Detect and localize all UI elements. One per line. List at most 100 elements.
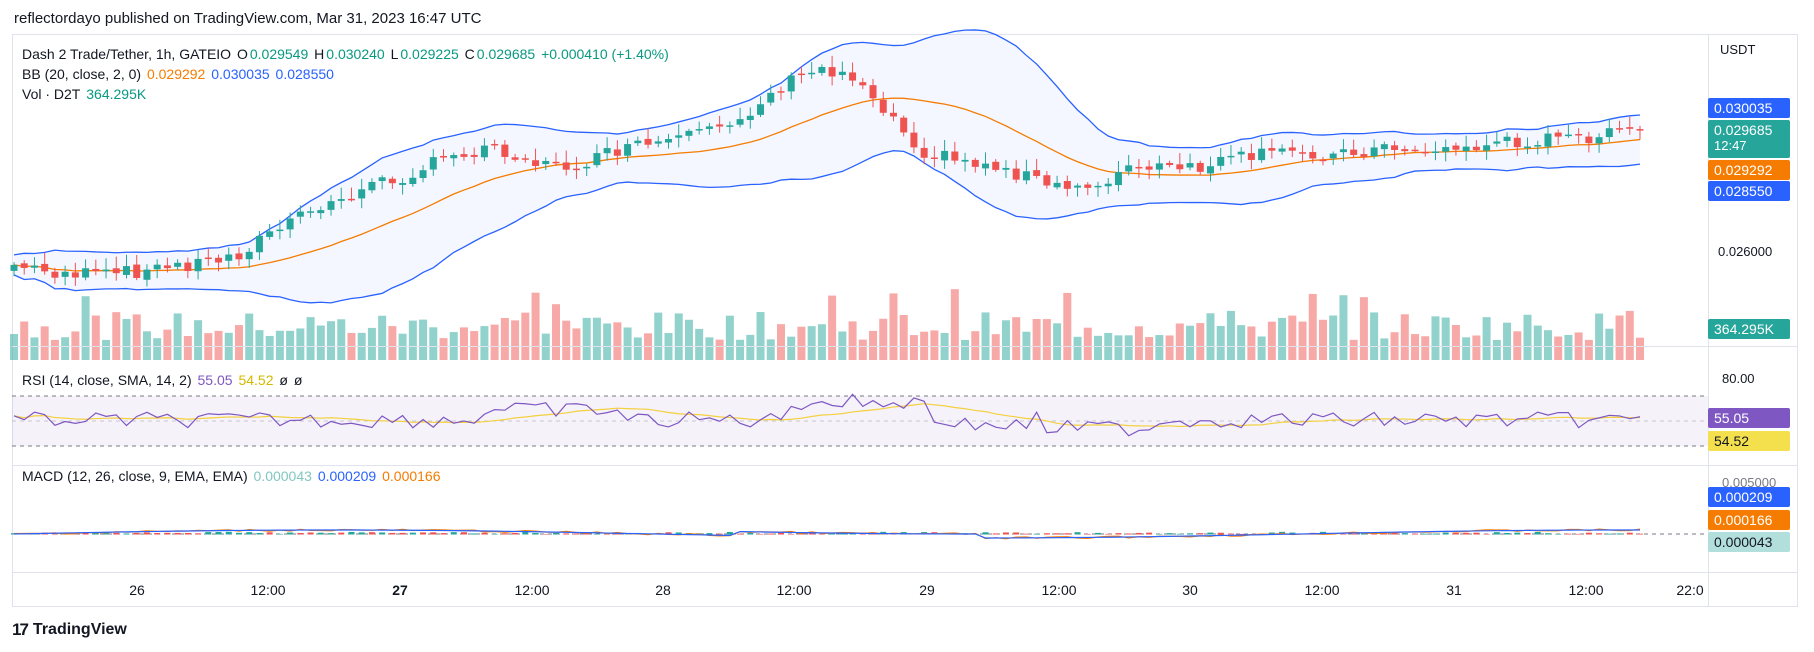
candle-body — [777, 91, 785, 93]
rsi-legend[interactable]: RSI (14, close, SMA, 14, 2) 55.05 54.52 … — [22, 372, 304, 388]
macd-hist-bar — [1227, 533, 1234, 535]
macd-hist-bar — [1084, 533, 1091, 535]
candle-body — [399, 183, 407, 185]
tradingview-logo[interactable]: 17 TradingView — [12, 620, 127, 640]
volume-legend[interactable]: Vol · D2T 364.295K — [22, 86, 148, 102]
volume-bar — [245, 313, 254, 360]
bb-legend[interactable]: BB (20, close, 2, 0) 0.029292 0.030035 0… — [22, 66, 336, 82]
pane-divider-rsi[interactable] — [12, 346, 1798, 347]
candle-body — [337, 199, 345, 201]
volume-bar — [1247, 326, 1256, 360]
volume-bar — [1543, 330, 1552, 360]
volume-bar — [1267, 321, 1276, 360]
volume-bar — [1053, 323, 1062, 360]
volume-bar — [766, 339, 775, 360]
volume-bar — [1625, 310, 1634, 360]
candle-body — [1534, 145, 1542, 147]
candle-body — [1309, 152, 1317, 159]
chart-area[interactable] — [12, 34, 1798, 607]
volume-bar — [592, 317, 601, 360]
candle-body — [82, 268, 90, 278]
macd-hist-bar — [767, 533, 774, 535]
macd-hist-bar — [368, 532, 375, 535]
volume-bar — [582, 317, 591, 360]
volume-bar — [1083, 327, 1092, 360]
macd-hist-bar — [235, 532, 242, 535]
change-value: +0.000410 (+1.40%) — [541, 46, 669, 62]
candle-body — [695, 129, 703, 131]
volume-bar — [81, 296, 90, 360]
macd-hist-bar — [1340, 533, 1347, 535]
pane-divider-macd[interactable] — [12, 465, 1798, 466]
candle-body — [1258, 148, 1266, 161]
close-label: C — [464, 46, 475, 62]
rsi-sma-tag: 54.52 — [1708, 431, 1790, 451]
volume-bar — [1380, 338, 1389, 360]
time-label: 27 — [392, 582, 408, 598]
time-label: 30 — [1182, 582, 1198, 598]
candle-body — [716, 124, 724, 127]
macd-hist-bar — [1616, 533, 1623, 535]
macd-hist-bar — [1493, 532, 1500, 535]
candle-body — [562, 162, 570, 170]
macd-hist-bar — [1156, 533, 1163, 535]
volume-tag: 364.295K — [1708, 319, 1790, 339]
candle-body — [286, 218, 294, 230]
volume-bar — [30, 337, 39, 360]
volume-bar — [1636, 337, 1644, 360]
time-label: 12:00 — [1568, 582, 1604, 598]
macd-hist-value: 0.000043 — [253, 468, 312, 484]
volume-bar — [787, 336, 796, 360]
candle-body — [808, 72, 816, 75]
macd-hist-bar — [737, 533, 744, 535]
macd-hist-bar — [491, 533, 498, 535]
candle-body — [879, 99, 887, 113]
macd-hist-bar — [747, 533, 754, 535]
macd-hist-bar — [328, 533, 335, 535]
volume-bar — [603, 323, 612, 360]
volume-bar — [1155, 335, 1164, 360]
volume-bar — [1032, 318, 1041, 360]
candle-body — [102, 269, 110, 272]
candle-body — [532, 160, 540, 166]
candle-body — [1186, 163, 1194, 168]
volume-bar — [797, 326, 806, 360]
volume-bar — [991, 334, 1000, 360]
candle-body — [634, 140, 642, 144]
candle-body — [1125, 165, 1133, 172]
candle-body — [327, 201, 335, 210]
candle-body — [409, 177, 417, 185]
macd-hist-bar — [716, 533, 723, 535]
volume-bar — [112, 312, 121, 360]
macd-hist-bar — [338, 532, 345, 535]
volume-bar — [500, 317, 509, 360]
bb-upper-tag: 0.030035 — [1708, 98, 1790, 118]
macd-hist-bar — [573, 533, 580, 535]
volume-bar — [1482, 317, 1491, 360]
macd-hist-bar — [1626, 532, 1633, 535]
volume-bar — [1063, 292, 1072, 360]
macd-hist-bar — [420, 532, 427, 535]
macd-hist-bar — [1504, 532, 1511, 535]
candle-body — [603, 148, 611, 154]
macd-hist-bar — [512, 532, 519, 535]
symbol-label: Dash 2 Trade/Tether, 1h, GATEIO — [22, 46, 232, 62]
candle-body — [1145, 166, 1153, 170]
volume-bar — [1216, 325, 1225, 360]
macd-hist-bar — [1115, 533, 1122, 535]
volume-bar — [1226, 310, 1235, 360]
volume-bar — [1584, 339, 1593, 360]
candle-body — [30, 265, 38, 268]
macd-hist-bar — [1176, 533, 1183, 535]
volume-bar — [91, 315, 100, 360]
volume-bar — [572, 328, 581, 360]
candle-body — [470, 154, 478, 157]
time-label: 28 — [655, 582, 671, 598]
macd-hist-bar — [246, 532, 253, 535]
candle-body — [1411, 149, 1419, 152]
candle-body — [1074, 185, 1082, 188]
candle-body — [828, 67, 836, 77]
macd-legend[interactable]: MACD (12, 26, close, 9, EMA, EMA) 0.0000… — [22, 468, 443, 484]
price-legend[interactable]: Dash 2 Trade/Tether, 1h, GATEIO O 0.02954… — [22, 46, 671, 62]
